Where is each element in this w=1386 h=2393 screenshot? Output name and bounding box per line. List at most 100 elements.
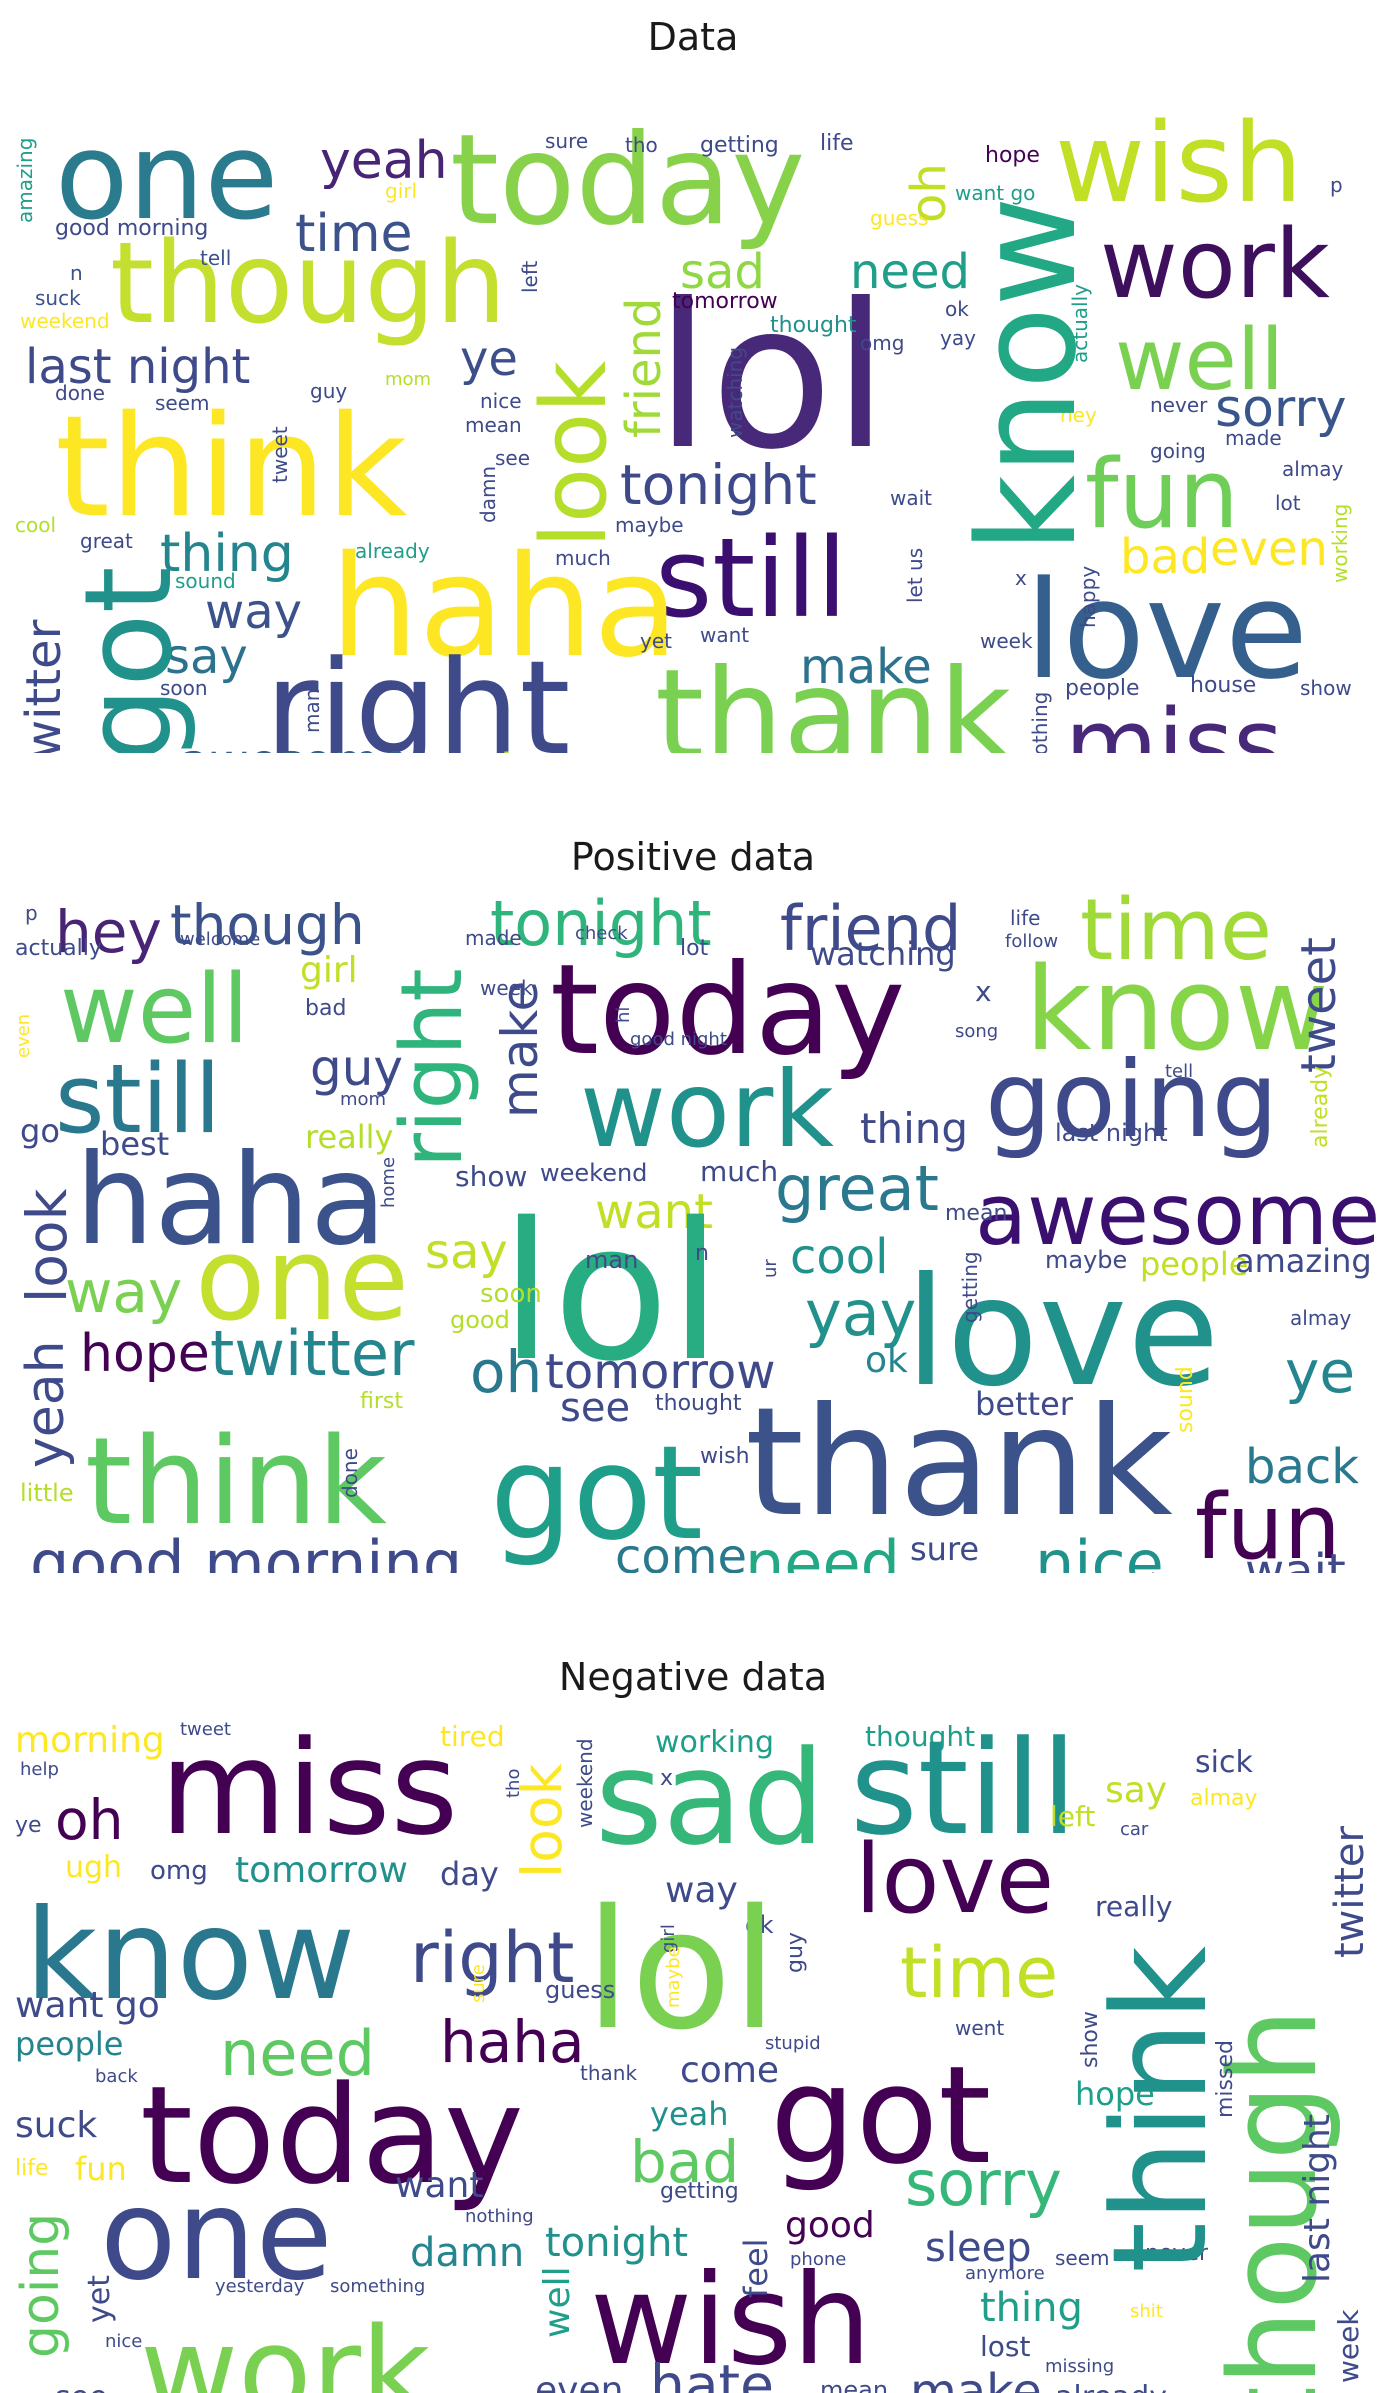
cloud-word: love [1025, 552, 1309, 709]
cloud-word: time [295, 204, 413, 264]
cloud-word: awesome [975, 1166, 1381, 1265]
cloud-word: ugh [65, 1850, 123, 1885]
cloud-word: hope [80, 1324, 210, 1384]
cloud-word: time [900, 1932, 1059, 2014]
cloud-word: nice [480, 389, 522, 413]
cloud-word: yet [640, 629, 672, 653]
cloud-word: ur [760, 1259, 781, 1278]
cloud-word: lot [1275, 491, 1301, 515]
cloud-word: week [980, 629, 1033, 653]
cloud-word: love [905, 1246, 1220, 1420]
cloud-word: fun [1195, 1475, 1341, 1573]
cloud-word: let us [903, 547, 927, 603]
cloud-word: suck [35, 286, 81, 310]
cloud-word: actually [15, 936, 102, 961]
cloud-word: look [15, 1188, 79, 1303]
cloud-word: watching [810, 935, 956, 973]
cloud-word: twitter [1327, 1826, 1373, 1958]
cloud-word: morning [15, 1720, 165, 1761]
cloud-word: little [20, 1479, 74, 1507]
cloud-word: life [15, 2156, 49, 2181]
cloud-word: going [985, 1039, 1279, 1161]
cloud-word: damn [410, 2230, 525, 2276]
cloud-word: guy [310, 379, 348, 403]
cloud-word: make [910, 2364, 1042, 2393]
cloud-word: guy [783, 1932, 808, 1973]
cloud-word: house [1190, 673, 1257, 698]
cloud-word: yeah [320, 131, 448, 191]
cloud-word: damn [476, 465, 500, 523]
cloud-word: show [455, 1160, 528, 1193]
cloud-word: tweet [268, 426, 292, 483]
cloud-word: working [1328, 503, 1352, 583]
cloud-word: wish [700, 1444, 750, 1469]
cloud-word: thank [745, 1376, 1173, 1550]
cloud-word: way [65, 1258, 183, 1326]
cloud-word: tweet [180, 1719, 231, 1740]
cloud-word: tomorrow [672, 289, 778, 314]
cloud-word: say [165, 629, 248, 685]
cloud-word: man [585, 1246, 639, 1274]
cloud-word: love [855, 1825, 1055, 1935]
cloud-word: left [1050, 1800, 1096, 1833]
cloud-word: think [55, 386, 408, 549]
cloud-word: tweet [1291, 937, 1347, 1073]
cloud-word: right [410, 1917, 575, 1999]
cloud-word: haha [440, 2008, 585, 2076]
cloud-word: lost [980, 2330, 1031, 2363]
cloud-word: soon [160, 676, 208, 700]
cloud-word: guess [870, 206, 929, 230]
cloud-word: work [580, 1049, 835, 1171]
cloud-word: lol [655, 261, 889, 494]
cloud-word: need [220, 2017, 375, 2090]
cloud-word: bad [630, 2128, 740, 2196]
cloud-word: lol [500, 1182, 722, 1403]
cloud-word: well [537, 2266, 578, 2338]
cloud-word: people [15, 2025, 124, 2063]
cloud-word: friend [780, 892, 962, 965]
cloud-word: wish [590, 2248, 872, 2393]
cloud-word: getting [958, 1251, 982, 1323]
cloud-word: tomorrow [235, 1850, 408, 1891]
cloud-word: check [575, 923, 628, 944]
cloud-word: amazing [1235, 1242, 1372, 1280]
cloud-word: life [1010, 906, 1041, 930]
cloud-word: made [465, 926, 522, 950]
cloud-word: week [480, 976, 533, 1000]
cloud-word: really [305, 1118, 394, 1156]
cloud-word: oh [470, 1338, 543, 1406]
cloud-word: think [85, 1413, 387, 1552]
cloud-word: say [425, 1224, 508, 1280]
cloud-word: yesterday [215, 2276, 305, 2297]
cloud-word: ye [460, 331, 518, 387]
cloud-word: hate [500, 748, 608, 753]
cloud-word: follow [1005, 931, 1059, 952]
cloud-word: x [1015, 566, 1027, 590]
cloud-word: almay [1290, 1306, 1352, 1330]
cloud-word: song [955, 1021, 999, 1042]
cloud-word: hi [613, 1006, 634, 1023]
cloud-word: girl [385, 179, 418, 203]
cloud-word: yay [805, 1277, 917, 1350]
cloud-word: happy [1076, 565, 1100, 628]
cloud-word: last night [1055, 1119, 1168, 1147]
cloud-word: still [850, 1712, 1078, 1864]
cloud-word: way [205, 584, 303, 640]
cloud-word: twitter [210, 1317, 415, 1390]
word-cloud-negative: morning tweet tired working thought miss sad st… [0, 1703, 1386, 2393]
cloud-word: p [1330, 173, 1343, 197]
cloud-word: hey [1060, 403, 1097, 427]
cloud-word: ok [865, 1340, 908, 1381]
cloud-word: good [785, 2205, 875, 2246]
cloud-word: right [383, 968, 482, 1168]
cloud-word: hey [55, 898, 162, 966]
cloud-word: missing [1045, 2356, 1115, 2377]
cloud-word: work [140, 2303, 431, 2393]
cloud-word: bad [1120, 529, 1211, 585]
cloud-word: thought [770, 313, 857, 338]
cloud-word: miss [1065, 690, 1283, 754]
cloud-word: sorry [1215, 379, 1347, 439]
cloud-word: thank [580, 2061, 638, 2085]
cloud-word: mom [340, 1089, 387, 1110]
cloud-word: best [100, 1125, 170, 1163]
